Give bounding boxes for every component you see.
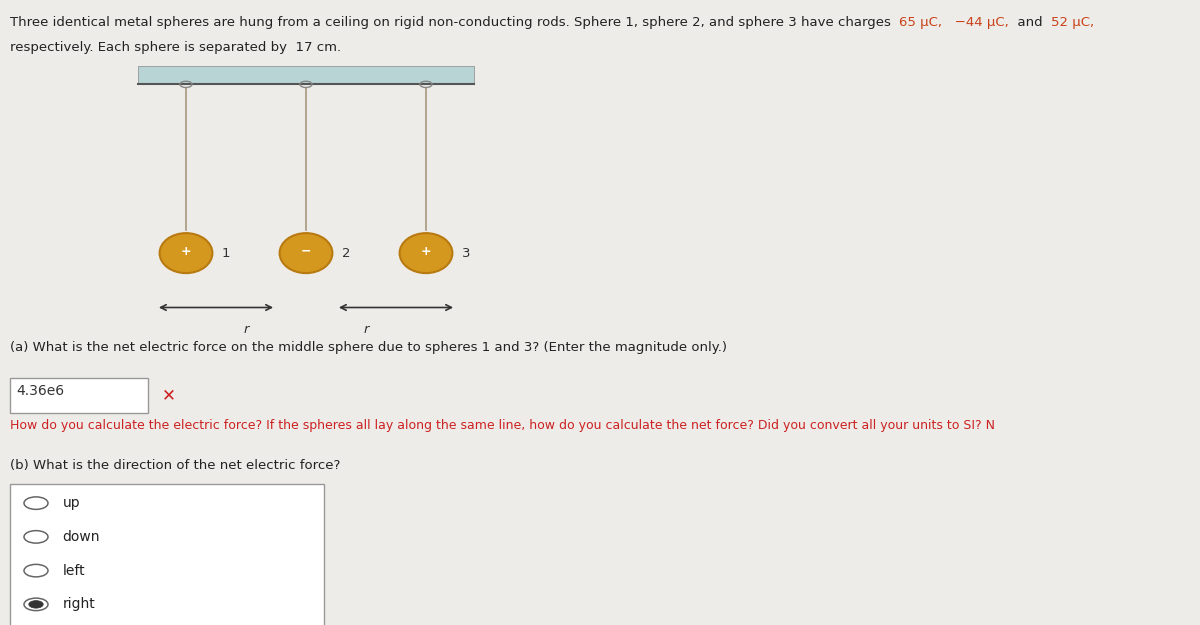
Ellipse shape bbox=[280, 233, 332, 273]
Text: up: up bbox=[62, 496, 80, 510]
Text: −: − bbox=[301, 245, 311, 258]
Text: left: left bbox=[62, 564, 85, 578]
Text: +: + bbox=[421, 245, 431, 258]
Text: right: right bbox=[62, 598, 95, 611]
Text: Three identical metal spheres are hung from a ceiling on rigid non-conducting ro: Three identical metal spheres are hung f… bbox=[10, 16, 899, 29]
Text: r: r bbox=[244, 323, 248, 336]
Text: and: and bbox=[1009, 16, 1051, 29]
Circle shape bbox=[24, 497, 48, 509]
FancyBboxPatch shape bbox=[138, 66, 474, 84]
Circle shape bbox=[29, 601, 43, 608]
Text: (a) What is the net electric force on the middle sphere due to spheres 1 and 3? : (a) What is the net electric force on th… bbox=[10, 341, 727, 354]
Text: 1: 1 bbox=[222, 247, 230, 259]
Circle shape bbox=[24, 531, 48, 543]
FancyBboxPatch shape bbox=[10, 484, 324, 625]
Text: 65 μC,: 65 μC, bbox=[899, 16, 942, 29]
Text: down: down bbox=[62, 530, 100, 544]
FancyBboxPatch shape bbox=[10, 378, 148, 412]
Text: How do you calculate the electric force? If the spheres all lay along the same l: How do you calculate the electric force?… bbox=[10, 419, 995, 432]
Circle shape bbox=[24, 598, 48, 611]
Text: −44 μC,: −44 μC, bbox=[942, 16, 1009, 29]
Text: respectively. Each sphere is separated by  17 cm.: respectively. Each sphere is separated b… bbox=[10, 41, 341, 54]
Text: 52 μC,: 52 μC, bbox=[1051, 16, 1094, 29]
Circle shape bbox=[24, 564, 48, 577]
Text: +: + bbox=[181, 245, 191, 258]
Text: 4.36e6: 4.36e6 bbox=[17, 384, 65, 398]
Ellipse shape bbox=[160, 233, 212, 273]
Text: (b) What is the direction of the net electric force?: (b) What is the direction of the net ele… bbox=[10, 459, 340, 472]
Text: 2: 2 bbox=[342, 247, 350, 259]
Text: 3: 3 bbox=[462, 247, 470, 259]
Ellipse shape bbox=[400, 233, 452, 273]
Text: r: r bbox=[364, 323, 368, 336]
Text: ✕: ✕ bbox=[162, 386, 176, 404]
